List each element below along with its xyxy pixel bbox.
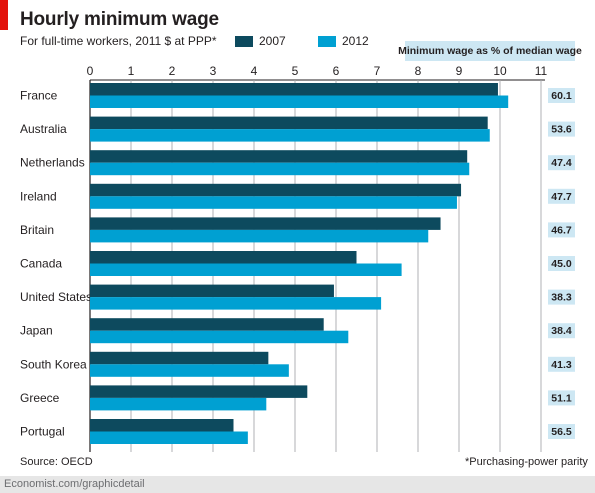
side-value-box xyxy=(548,188,575,204)
bar-2007-japan xyxy=(90,318,324,331)
bar-2007-canada xyxy=(90,251,357,264)
x-tick-label: 9 xyxy=(456,64,463,78)
x-tick-label: 2 xyxy=(169,64,176,78)
category-label: Canada xyxy=(20,257,62,271)
side-value-label: 51.1 xyxy=(551,392,572,404)
bar-2012-united-states xyxy=(90,297,382,310)
bar-2007-ireland xyxy=(90,183,462,197)
bar-2012-australia xyxy=(90,129,490,142)
bar-2007-australia xyxy=(90,116,488,130)
side-value-box xyxy=(548,424,575,439)
legend-swatch-2012 xyxy=(318,35,336,47)
side-value-label: 45.0 xyxy=(551,258,572,270)
category-label: Australia xyxy=(20,122,67,136)
legend-label-2012: 2012 xyxy=(342,34,369,48)
side-column-header: Minimum wage as % of median wage xyxy=(398,41,582,61)
side-value-box xyxy=(548,121,575,137)
x-tick-label: 3 xyxy=(210,64,217,78)
x-tick-label: 6 xyxy=(333,64,340,78)
side-value-box xyxy=(548,222,575,238)
side-value-label: 53.6 xyxy=(551,124,572,136)
chart-title: Hourly minimum wage xyxy=(20,9,219,30)
accent-tag xyxy=(0,0,8,30)
bar-2012-greece xyxy=(90,397,267,411)
side-value-label: 41.3 xyxy=(551,359,572,371)
side-value-label: 47.7 xyxy=(551,191,572,203)
category-label: Britain xyxy=(20,223,54,237)
bar-2012-canada xyxy=(90,263,402,276)
site-footer: Economist.com/graphicdetail xyxy=(0,476,595,493)
side-value-box xyxy=(548,356,575,372)
category-label: Portugal xyxy=(20,425,65,439)
category-label: United States xyxy=(20,290,92,304)
bar-2007-britain xyxy=(90,217,441,230)
legend-2007: 2007 xyxy=(235,34,286,48)
side-value-label: 38.3 xyxy=(551,292,572,304)
side-value-label: 38.4 xyxy=(551,325,572,337)
site-link[interactable]: Economist.com/graphicdetail xyxy=(4,478,145,490)
bar-2012-south-korea xyxy=(90,364,289,377)
x-tick-label: 7 xyxy=(374,64,381,78)
footnote: *Purchasing-power parity xyxy=(465,456,588,468)
x-tick-label: 5 xyxy=(292,64,299,78)
bar-2007-france xyxy=(90,83,498,96)
bar-2007-united-states xyxy=(90,284,334,298)
category-label: Ireland xyxy=(20,189,57,203)
bar-2012-netherlands xyxy=(90,162,470,176)
legend-label-2007: 2007 xyxy=(259,34,286,48)
bar-2007-greece xyxy=(90,385,308,398)
category-label: France xyxy=(20,89,58,103)
legend-swatch-2007 xyxy=(235,35,253,47)
side-value-box xyxy=(548,256,575,271)
side-value-box xyxy=(548,155,575,171)
category-label: South Korea xyxy=(20,357,87,371)
side-value-box xyxy=(548,323,575,339)
x-tick-label: 8 xyxy=(415,64,422,78)
bar-2012-japan xyxy=(90,330,349,344)
category-label: Greece xyxy=(20,391,60,405)
bar-2007-south-korea xyxy=(90,351,269,365)
bar-2012-ireland xyxy=(90,196,457,209)
side-value-box xyxy=(548,88,575,103)
side-value-label: 47.4 xyxy=(551,157,572,169)
x-tick-label: 11 xyxy=(535,64,548,78)
side-value-label: 56.5 xyxy=(551,426,572,438)
chart-subtitle: For full-time workers, 2011 $ at PPP* xyxy=(20,34,217,48)
side-value-label: 60.1 xyxy=(551,90,572,102)
bar-2012-france xyxy=(90,95,509,108)
bar-2007-netherlands xyxy=(90,150,468,163)
x-tick-label: 0 xyxy=(87,64,94,78)
source-note: Source: OECD xyxy=(20,456,93,468)
side-value-box xyxy=(548,289,575,305)
legend-2012: 2012 xyxy=(318,34,369,48)
x-tick-label: 4 xyxy=(251,64,258,78)
x-tick-label: 10 xyxy=(493,64,507,78)
category-label: Netherlands xyxy=(20,156,85,170)
bar-2012-portugal xyxy=(90,431,248,444)
x-tick-label: 1 xyxy=(128,64,135,78)
side-value-label: 46.7 xyxy=(551,224,572,236)
category-label: Japan xyxy=(20,324,53,338)
side-value-box xyxy=(548,390,575,406)
bar-2012-britain xyxy=(90,229,429,243)
bar-2007-portugal xyxy=(90,419,234,432)
